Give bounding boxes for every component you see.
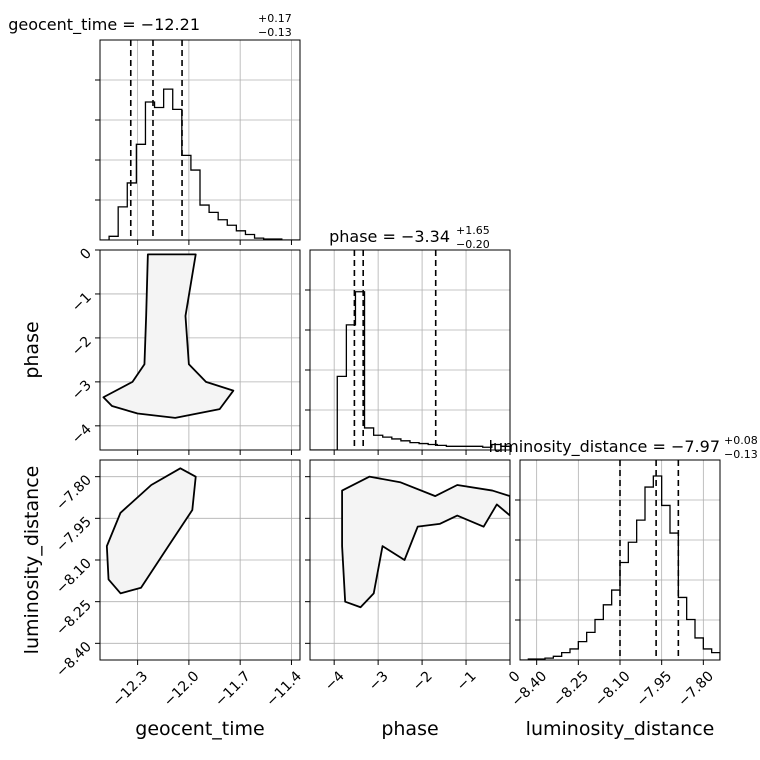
panel-frame-phase_vs_geocent_time: [99, 249, 301, 451]
title-geocent-time-minus: −0.13: [258, 26, 292, 39]
title-luminosity-distance-minus: −0.13: [724, 448, 758, 461]
contour-outer: [341, 475, 510, 609]
title-phase-minus: −0.20: [456, 238, 490, 251]
contour-outer: [102, 253, 235, 419]
ylabel-phase: phase: [21, 321, 43, 378]
histogram-phase: [310, 291, 510, 450]
xlabel-geocent-time: geocent_time: [135, 718, 264, 740]
panel-frame-geocent_time: [99, 39, 301, 241]
histogram-geocent_time: [100, 88, 300, 240]
xlabel-luminosity-distance: luminosity_distance: [526, 718, 715, 740]
title-phase: phase = −3.34: [329, 227, 450, 246]
panel-frame-luminosity_distance: [519, 459, 721, 661]
title-luminosity-distance: luminosity_distance = −7.97: [489, 437, 720, 457]
title-geocent-time-plus: +0.17: [258, 12, 292, 25]
title-luminosity-distance-plus: +0.08: [724, 434, 758, 447]
panel-frame-phase: [309, 249, 511, 451]
title-geocent-time: geocent_time = −12.21: [8, 15, 200, 35]
density-luminosity_distance_vs_geocent_time: [105, 467, 197, 595]
density-phase_vs_geocent_time: [102, 253, 235, 419]
panel-frame-luminosity_distance_vs_geocent_time: [99, 459, 301, 661]
xlabel-phase: phase: [381, 718, 438, 740]
contour-outer: [105, 467, 197, 595]
panel-frame-luminosity_distance_vs_phase: [309, 459, 511, 661]
title-phase-plus: +1.65: [456, 224, 490, 237]
ylabel-luminosity-distance: luminosity_distance: [21, 466, 43, 655]
histogram-luminosity_distance: [520, 475, 720, 660]
density-luminosity_distance_vs_phase: [341, 475, 510, 609]
